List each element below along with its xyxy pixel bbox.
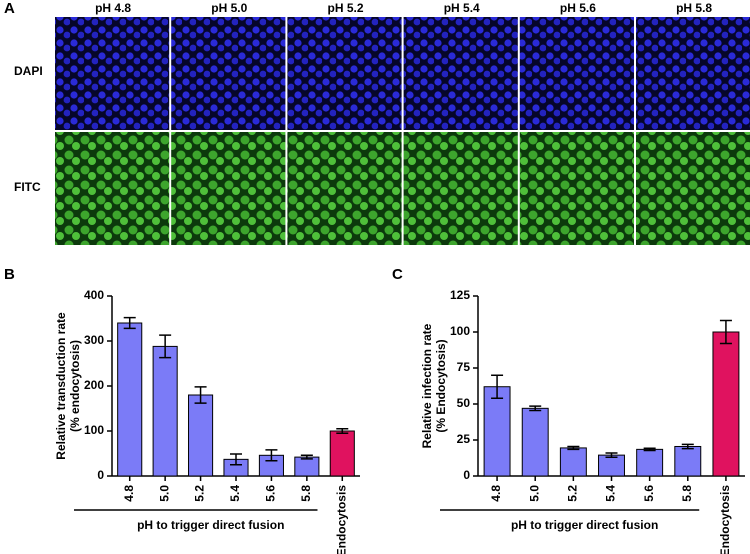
x-tick-label: 5.2: [193, 485, 207, 502]
y-tick-label: 100: [450, 324, 470, 338]
column-label: pH 5.2: [327, 1, 363, 15]
y-tick-label: 25: [457, 432, 471, 446]
group-label: pH to trigger direct fusion: [137, 518, 284, 532]
error-bar: [491, 374, 504, 399]
x-tick-label: 5.6: [264, 485, 278, 502]
fitc-image: [636, 132, 750, 245]
error-bar: [529, 405, 542, 412]
fitc-image: [171, 132, 286, 245]
row-label: FITC: [14, 180, 41, 194]
fitc-image: [403, 132, 518, 245]
bar: [294, 456, 320, 477]
y-tick-label: 100: [84, 423, 104, 437]
x-tick-label: 5.4: [604, 485, 618, 502]
error-bar: [159, 334, 172, 359]
error-bar: [643, 447, 656, 452]
bar: [559, 447, 587, 477]
y-tick-label: 75: [457, 360, 471, 374]
y-tick-label: 400: [84, 288, 104, 302]
y-axis-label: (% Endocytosis): [434, 339, 448, 432]
error-bar: [123, 316, 136, 330]
column-label: pH 5.8: [676, 1, 712, 15]
x-tick-label: 4.8: [122, 485, 136, 502]
y-tick-label: 0: [463, 468, 470, 482]
y-axis-label: Relative infection rate: [420, 323, 434, 448]
error-bar: [605, 452, 618, 459]
fitc-image: [55, 132, 170, 245]
y-tick-label: 0: [97, 468, 104, 482]
dapi-image: [519, 17, 634, 130]
x-tick-label: 5.2: [566, 485, 580, 502]
panel-label: C: [392, 266, 403, 283]
bar: [598, 454, 625, 477]
bar: [329, 430, 355, 477]
error-bar: [681, 443, 694, 450]
error-bar: [567, 445, 580, 451]
error-bar: [336, 428, 349, 434]
bar: [636, 448, 664, 477]
panel-label: B: [4, 266, 15, 283]
x-tick-label: 5.0: [157, 485, 171, 502]
x-tick-label: 5.6: [642, 485, 656, 502]
column-label: pH 5.0: [211, 1, 247, 15]
column-label: pH 5.6: [560, 1, 596, 15]
bar: [188, 394, 214, 477]
y-axis-label: Relative transduction rate: [54, 312, 68, 460]
fitc-image: [287, 132, 402, 245]
dapi-image: [636, 17, 750, 130]
error-bar: [194, 386, 207, 404]
bar: [483, 386, 511, 477]
error-bar: [230, 453, 242, 466]
y-tick-label: 125: [450, 288, 470, 302]
bar: [521, 407, 549, 477]
bar: [674, 445, 702, 477]
column-label: pH 5.4: [444, 1, 480, 15]
x-tick-label: 5.8: [680, 485, 694, 502]
y-tick-label: 200: [84, 378, 104, 392]
panel-label: A: [4, 0, 15, 17]
dapi-image: [403, 17, 518, 130]
x-tick-label: Endocytosis: [334, 485, 348, 554]
row-label: DAPI: [14, 64, 43, 78]
bar: [152, 345, 178, 477]
bar: [712, 331, 740, 477]
x-tick-label: 5.8: [299, 485, 313, 502]
x-tick-label: 4.8: [489, 485, 503, 502]
y-axis-label: (% endocytosis): [68, 340, 82, 432]
error-bar: [265, 449, 278, 462]
x-tick-label: 5.0: [527, 485, 541, 502]
dapi-image: [287, 17, 402, 130]
column-label: pH 4.8: [95, 1, 131, 15]
x-tick-label: 5.4: [228, 485, 242, 502]
error-bar: [300, 454, 313, 460]
x-tick-label: Endocytosis: [718, 485, 732, 554]
fitc-image: [519, 132, 634, 245]
dapi-image: [55, 17, 170, 130]
y-tick-label: 50: [457, 396, 471, 410]
dapi-image: [171, 17, 286, 130]
group-label: pH to trigger direct fusion: [511, 518, 658, 532]
error-bar: [719, 319, 732, 345]
y-tick-label: 300: [84, 333, 104, 347]
bar: [117, 322, 143, 477]
